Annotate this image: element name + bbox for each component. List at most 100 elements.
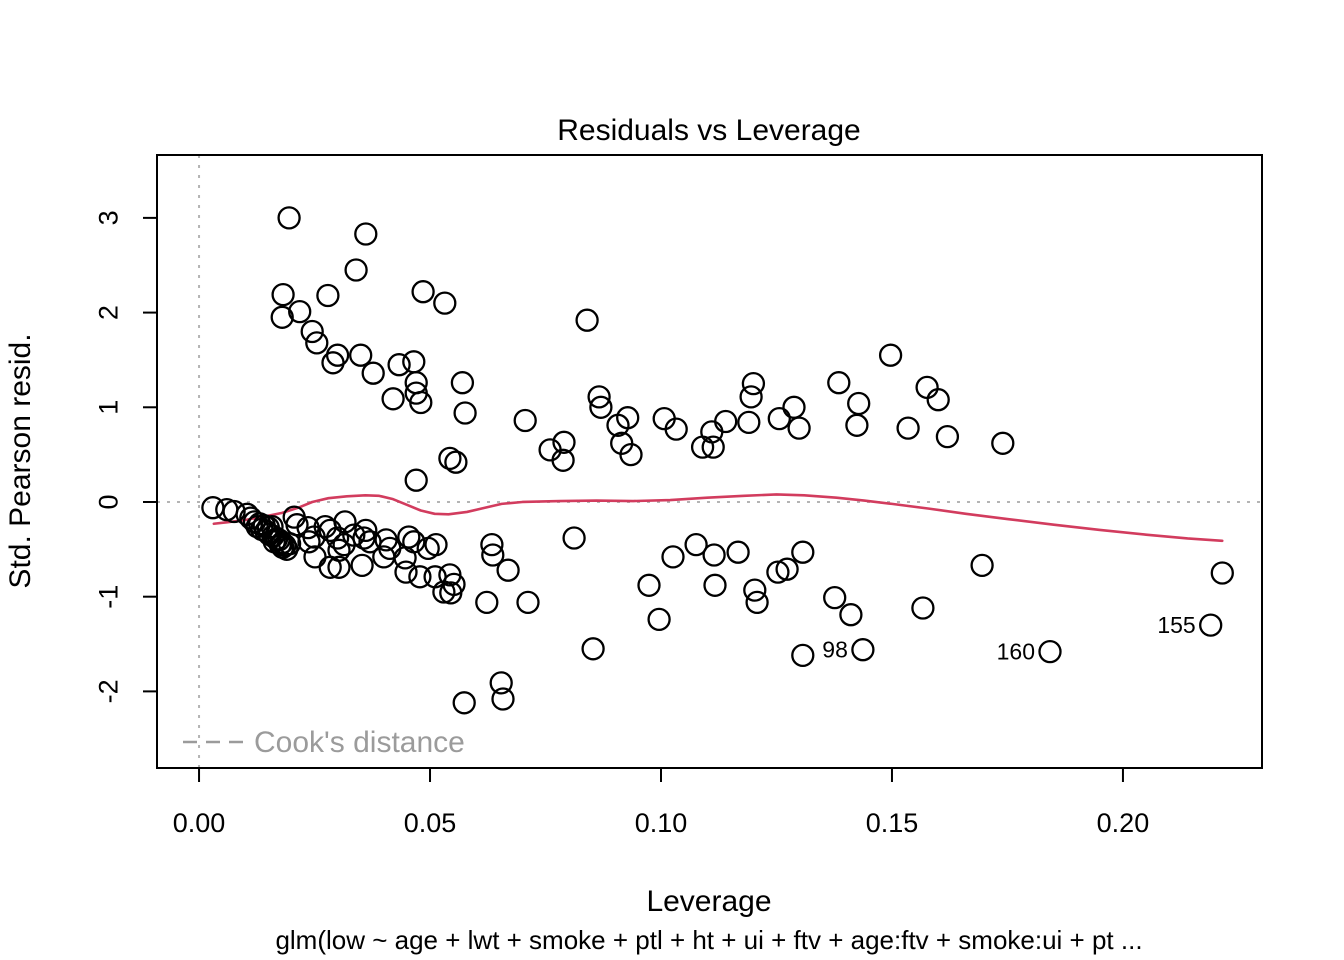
data-point: [381, 387, 405, 411]
data-point: [775, 557, 799, 581]
scatter-points: [201, 206, 1234, 715]
data-point: [616, 406, 640, 430]
point-label-98: 98: [822, 637, 848, 663]
data-point: [991, 431, 1015, 455]
data-point: [439, 581, 463, 605]
data-point: [552, 430, 576, 454]
data-point: [394, 560, 418, 584]
data-point: [513, 408, 537, 433]
data-point: [827, 371, 851, 395]
data-point: [303, 545, 327, 569]
data-point: [450, 371, 475, 395]
data-point: [847, 391, 871, 416]
data-point: [845, 413, 869, 437]
data-point: [575, 308, 599, 332]
y-tick-label: 3: [93, 210, 123, 225]
data-point: [325, 343, 350, 367]
data-point: [354, 222, 378, 246]
data-point: [277, 206, 301, 230]
data-point: [970, 553, 994, 578]
data-point: [926, 388, 950, 412]
data-point: [424, 532, 448, 557]
y-tick-label: -1: [93, 585, 123, 609]
data-point: [452, 691, 476, 715]
data-point: [475, 590, 499, 615]
y-tick-label: 0: [93, 494, 123, 509]
data-point: [393, 546, 417, 570]
y-tick-label: -2: [93, 679, 123, 703]
data-point: [300, 319, 324, 344]
data-point: [409, 390, 433, 415]
data-point: [316, 283, 340, 308]
data-point: [352, 526, 376, 550]
x-tick-label: 0.15: [866, 808, 919, 838]
point-label-155: 155: [1157, 612, 1195, 638]
data-point: [915, 375, 939, 400]
data-point: [433, 291, 457, 315]
data-point: [745, 590, 769, 615]
data-point: [743, 578, 767, 602]
data-point: [387, 353, 411, 377]
model-call-subtitle: glm(low ~ age + lwt + smoke + ptl + ht +…: [275, 925, 1142, 955]
data-point: [878, 343, 903, 367]
data-point: [411, 280, 435, 304]
y-axis: -2 -1 0 1 2 3: [93, 210, 157, 703]
x-tick-label: 0.00: [173, 808, 226, 838]
cooks-distance-legend: Cook's distance: [183, 726, 465, 759]
data-point: [661, 545, 685, 569]
x-axis: 0.00 0.05 0.10 0.15 0.20: [173, 768, 1149, 838]
data-point: [1038, 639, 1062, 664]
data-point: [453, 401, 477, 425]
data-point: [321, 351, 345, 375]
x-tick-label: 0.05: [404, 808, 457, 838]
data-point: [589, 395, 613, 419]
plot-title: Residuals vs Leverage: [557, 114, 861, 147]
data-point: [787, 416, 811, 440]
data-point: [481, 543, 505, 567]
data-point: [911, 596, 935, 620]
data-point: [270, 305, 294, 329]
data-point: [402, 350, 426, 374]
data-point: [297, 530, 321, 554]
data-point: [344, 258, 368, 282]
data-point: [480, 532, 504, 557]
data-point: [350, 553, 374, 578]
data-point: [714, 409, 738, 434]
data-point: [333, 510, 357, 534]
data-point: [215, 497, 239, 522]
data-point: [896, 416, 920, 440]
data-point: [703, 573, 727, 597]
data-point: [491, 687, 515, 711]
data-point: [823, 585, 847, 610]
data-point: [782, 395, 806, 419]
data-point: [342, 523, 366, 547]
data-point: [851, 638, 875, 662]
data-point: [222, 499, 246, 524]
data-point: [408, 565, 432, 589]
data-point: [349, 343, 373, 367]
data-point: [285, 513, 309, 537]
data-point: [1210, 561, 1234, 585]
data-point: [726, 540, 750, 564]
smoother-line: [212, 493, 1224, 543]
data-point: [737, 410, 761, 435]
data-point: [327, 555, 351, 579]
data-point: [791, 643, 815, 668]
x-axis-title: Leverage: [646, 885, 771, 918]
data-point: [767, 406, 791, 431]
data-point: [496, 558, 520, 582]
outlier-point-labels: 98 160 155: [822, 612, 1195, 665]
plot-border: [156, 154, 1263, 769]
data-point: [271, 282, 295, 307]
data-point: [562, 526, 586, 550]
x-tick-label: 0.20: [1097, 808, 1150, 838]
data-point: [1199, 613, 1223, 637]
data-point: [935, 424, 960, 449]
data-point: [791, 540, 815, 564]
zero-reference-lines: [157, 155, 1262, 768]
y-tick-label: 1: [93, 400, 123, 415]
data-point: [516, 590, 540, 615]
data-point: [839, 603, 863, 627]
